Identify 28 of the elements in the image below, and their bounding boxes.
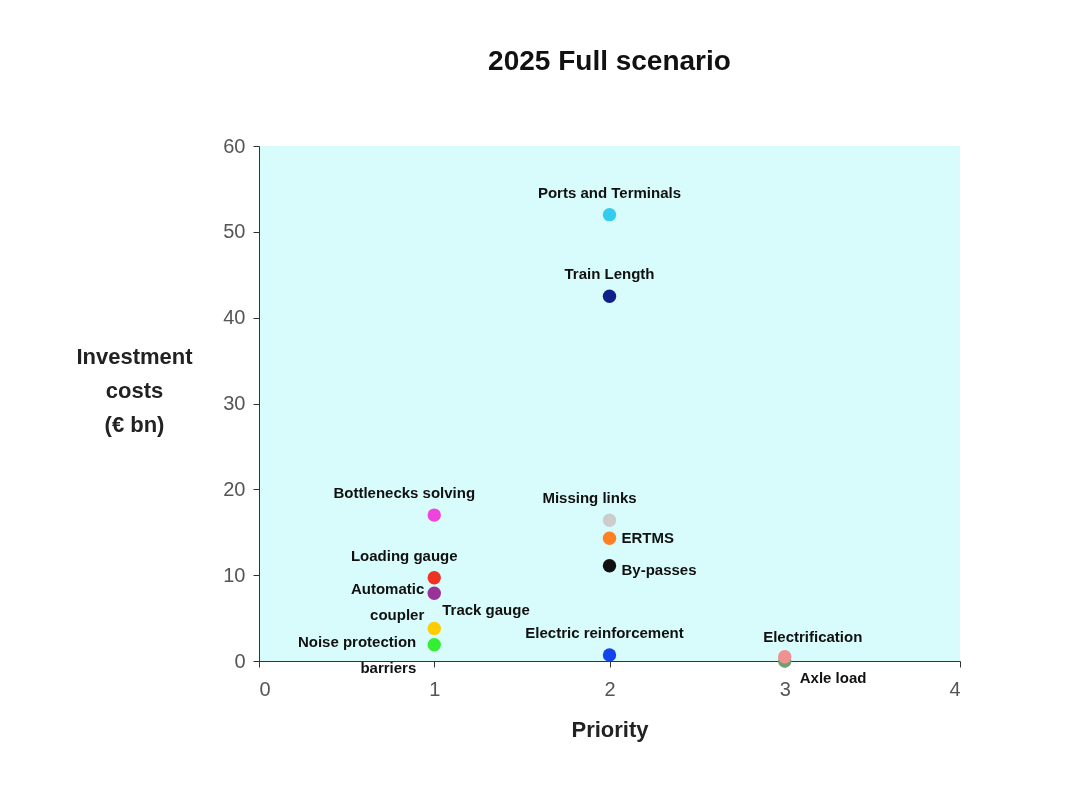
series-label: Train Length [564, 265, 655, 283]
y-tick-label: 10 [223, 563, 246, 586]
series-label: Missing links [542, 489, 637, 507]
series-label: Axle load [799, 669, 867, 686]
series-label: Electric reinforcement [525, 623, 684, 641]
series-label: Electrification [763, 627, 863, 645]
y-tick-label: 20 [223, 477, 246, 500]
x-axis-title: Priority [571, 716, 650, 742]
text: Bottlenecks solving [333, 484, 476, 502]
y-tick-label: 30 [223, 392, 246, 414]
x-tick-label: 1 [429, 677, 441, 700]
y-tick-label: 50 [223, 220, 246, 243]
y-axis-title: Investment costs (€ bn) [76, 343, 194, 437]
series-label: Noise protection barriers [297, 632, 417, 676]
y-tick-label: 40 [223, 306, 246, 329]
series-label: Ports and Terminals [537, 183, 682, 201]
series-label: By-passes [621, 560, 697, 578]
chart-title: 2025 Full scenario [488, 45, 731, 76]
y-tick-label: 60 [223, 134, 246, 157]
x-tick-label: 4 [949, 677, 961, 700]
series-label: Automatic coupler [350, 580, 425, 624]
series-label: ERTMS [621, 529, 674, 547]
x-tick-label: 3 [779, 677, 791, 700]
x-tick-label: 0 [259, 677, 271, 700]
series-label: Loading gauge [350, 546, 458, 564]
series-label: Track gauge [442, 601, 530, 619]
y-tick-label: 0 [234, 649, 246, 672]
x-tick-label: 2 [604, 677, 616, 700]
